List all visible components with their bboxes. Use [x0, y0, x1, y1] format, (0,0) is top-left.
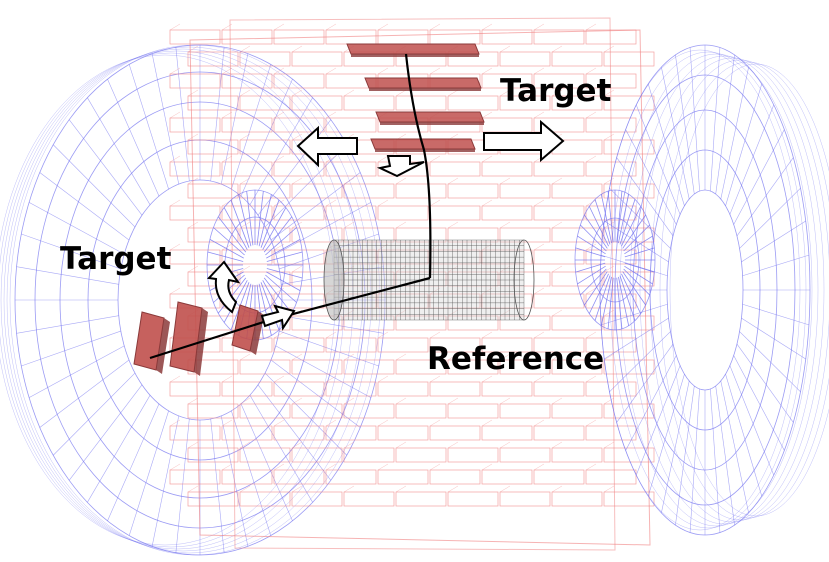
arrow-left-icon — [296, 125, 358, 168]
target-label-left: Target — [60, 241, 172, 277]
left-muon-chambers — [133, 301, 264, 376]
rotate-arrow-icon — [206, 260, 241, 314]
small-arrow-icon — [260, 304, 296, 331]
left-chamber — [169, 301, 208, 376]
top-chamber — [346, 43, 480, 57]
top-muon-chambers — [346, 43, 485, 152]
target-label-top: Target — [500, 73, 612, 109]
right-inner-disk-wireframe — [574, 189, 656, 331]
top-chamber — [364, 77, 482, 91]
left-chamber — [133, 311, 170, 374]
top-chamber — [375, 111, 485, 125]
reference-label: Reference — [427, 341, 605, 377]
reference-cylinder — [323, 239, 535, 321]
arrow-down-icon — [376, 155, 425, 178]
arrow-right-icon — [483, 119, 565, 163]
right-endcap-wireframe — [599, 44, 829, 536]
